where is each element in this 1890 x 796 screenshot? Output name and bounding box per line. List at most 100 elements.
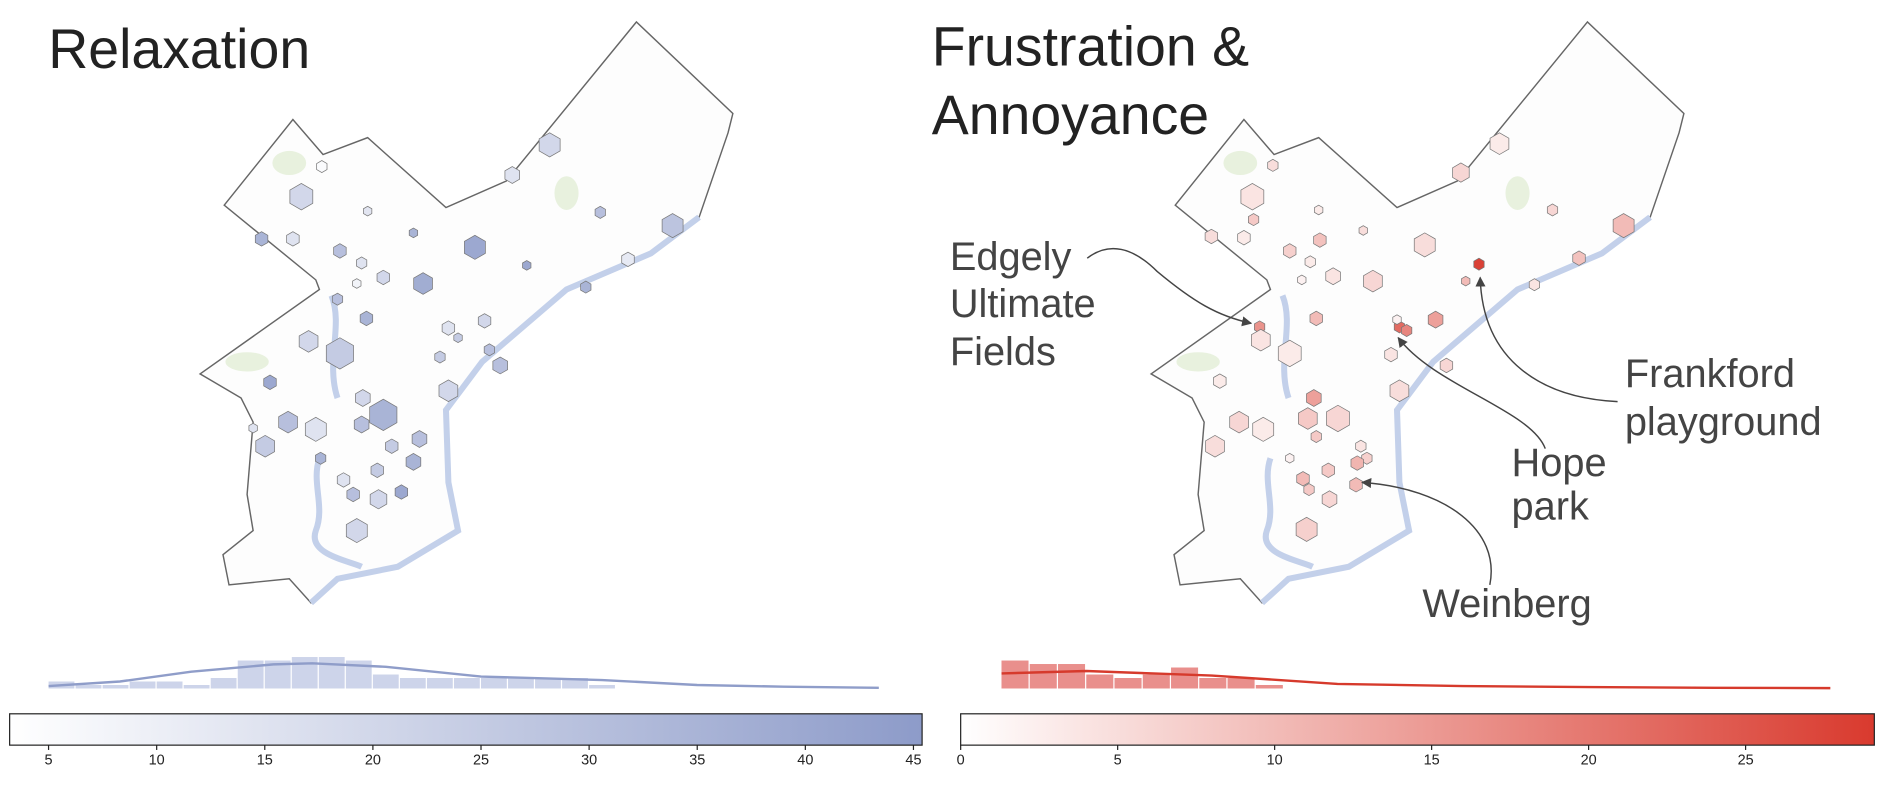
- hexbin: [345, 518, 368, 544]
- annotation-arrow: [1475, 276, 1618, 403]
- colorbar-tick-label: 10: [1267, 752, 1283, 768]
- histogram-bar: [508, 678, 534, 689]
- histogram-bar: [399, 678, 426, 689]
- hexbin: [1546, 203, 1559, 217]
- hexbin: [522, 260, 532, 271]
- hexbin: [1612, 213, 1635, 239]
- histogram-bar: [1199, 678, 1227, 689]
- hexbin: [1204, 228, 1219, 245]
- panel-title: Annoyance: [932, 84, 1209, 146]
- hexbin: [248, 422, 258, 434]
- hexbin: [1326, 404, 1350, 433]
- hexbin: [353, 415, 370, 434]
- hexbin: [254, 231, 269, 247]
- hexbin: [356, 256, 368, 270]
- hexbin: [1489, 132, 1510, 155]
- annotation-label: Ultimate: [950, 282, 1096, 326]
- hexbin: [1572, 250, 1586, 266]
- hexbin: [1461, 275, 1471, 287]
- annotation-arrow: [1086, 247, 1253, 327]
- hexbin: [538, 132, 561, 158]
- histogram-bar: [535, 678, 561, 689]
- histogram-bar: [75, 684, 102, 689]
- colorbar-tick-label: 25: [1738, 752, 1754, 768]
- colorbar-tick-label: 40: [797, 752, 813, 768]
- hexbin: [355, 389, 371, 407]
- histogram-bar: [481, 678, 507, 689]
- hexbin: [1310, 430, 1322, 444]
- hexbin: [304, 416, 327, 442]
- histogram-bar: [210, 678, 237, 689]
- hexbin: [405, 453, 422, 471]
- hexbin: [1401, 324, 1413, 337]
- hexbin: [1350, 455, 1364, 471]
- hexbin: [316, 160, 328, 174]
- panel: Relaxation 5 10 15 20 25 30 35 40 45: [9, 18, 923, 768]
- histogram-bar: [102, 684, 129, 689]
- hexbin: [315, 451, 327, 465]
- hexbin: [1303, 483, 1315, 497]
- hexbin: [286, 231, 300, 247]
- histogram-bar: [1114, 678, 1142, 689]
- histogram-bar: [426, 678, 453, 689]
- hexbin: [1358, 225, 1368, 236]
- hexbin: [289, 183, 314, 211]
- hexbin: [325, 337, 354, 370]
- hexbin: [441, 320, 456, 336]
- hexbin: [369, 489, 388, 510]
- hexbin: [1452, 162, 1470, 183]
- hexbin: [363, 205, 373, 217]
- annotation-label: Weinberg: [1422, 582, 1591, 626]
- hexbin: [594, 205, 606, 219]
- hexbin: [346, 486, 360, 503]
- histogram-bar: [129, 681, 156, 689]
- hexbin: [1267, 158, 1279, 172]
- hexbin: [1248, 213, 1260, 227]
- histogram-bar: [318, 657, 345, 689]
- histogram-bar: [183, 684, 210, 689]
- hexbin: [1473, 257, 1485, 271]
- colorbar-tick-label: 5: [1114, 752, 1122, 768]
- colorbar-tick-label: 45: [905, 752, 921, 768]
- hexbin: [413, 272, 433, 295]
- colorbar-tick-label: 5: [45, 752, 53, 768]
- hexbin: [1252, 416, 1275, 442]
- hexbin: [411, 430, 428, 448]
- colorbar-tick-label: 25: [473, 752, 489, 768]
- colorbar-tick-label: 30: [581, 752, 597, 768]
- hexbin: [504, 166, 520, 184]
- hexbin: [408, 227, 419, 239]
- hexbin: [1427, 310, 1444, 329]
- hexbin: [1528, 278, 1540, 292]
- histogram-bar: [156, 681, 183, 689]
- hexbin: [278, 410, 298, 434]
- colorbar-tick-label: 15: [1424, 752, 1440, 768]
- hexbin: [1413, 232, 1436, 258]
- hexbin: [1439, 357, 1454, 374]
- hexbin: [580, 280, 592, 294]
- annotation-label: park: [1512, 484, 1589, 528]
- hexbin: [1205, 434, 1225, 458]
- hexbin: [1240, 183, 1265, 211]
- hexbin: [359, 310, 374, 327]
- colorbar-tick-label: 0: [957, 752, 965, 768]
- histogram-bar: [1227, 678, 1255, 689]
- hexbin: [1297, 274, 1307, 286]
- hexbin: [1361, 451, 1373, 465]
- kde-line: [1001, 669, 1831, 690]
- hexbin: [1313, 232, 1327, 248]
- hexbin: [376, 269, 390, 286]
- maps: [199, 21, 1685, 603]
- hexbin: [1314, 204, 1324, 216]
- hexbin: [1363, 269, 1383, 293]
- colorbar: [9, 713, 923, 746]
- colorbar-tick-label: 35: [689, 752, 705, 768]
- hexbin: [621, 251, 635, 268]
- hexbin: [352, 278, 362, 289]
- hexbin: [1277, 339, 1302, 368]
- hexbin: [385, 438, 399, 454]
- map-right: [1150, 21, 1685, 603]
- panel-title: Relaxation: [48, 18, 310, 80]
